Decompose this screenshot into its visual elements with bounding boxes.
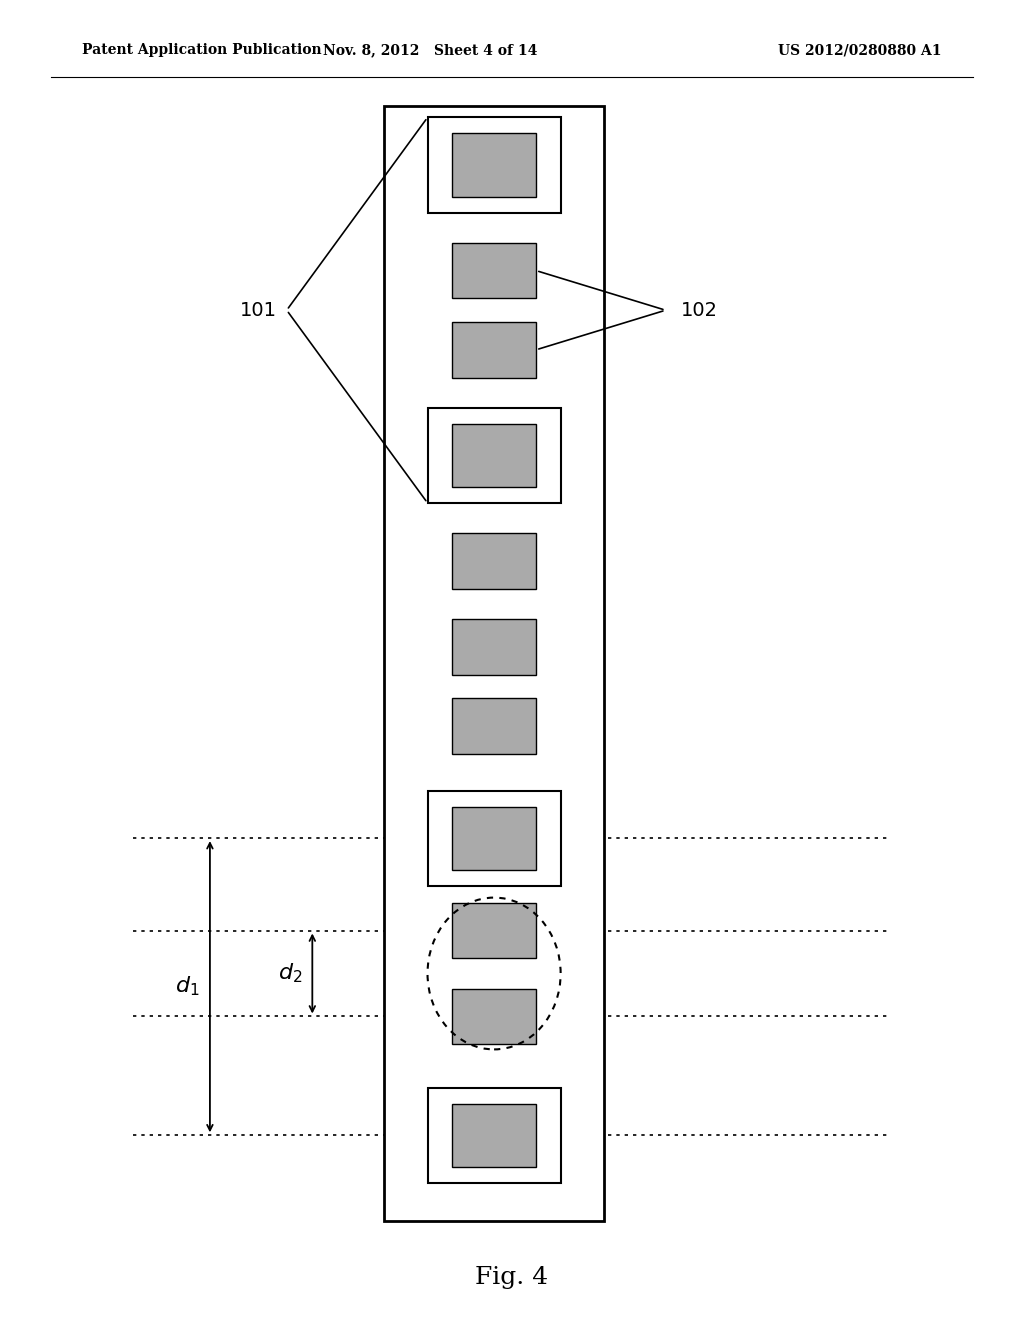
Bar [453,807,537,870]
Text: $d_1$: $d_1$ [175,975,200,998]
Bar [428,791,561,886]
Text: Fig. 4: Fig. 4 [475,1266,549,1290]
Bar [384,106,604,1221]
Text: $d_2$: $d_2$ [278,962,302,985]
Text: Patent Application Publication: Patent Application Publication [82,44,322,57]
Bar [453,322,537,378]
Bar [453,1104,537,1167]
Bar [453,533,537,589]
Bar [453,903,537,958]
Bar [453,424,537,487]
Text: Nov. 8, 2012   Sheet 4 of 14: Nov. 8, 2012 Sheet 4 of 14 [323,44,538,57]
Text: US 2012/0280880 A1: US 2012/0280880 A1 [778,44,942,57]
Text: 102: 102 [681,301,718,319]
Bar [428,1088,561,1183]
Bar [453,133,537,197]
Bar [453,619,537,675]
Text: 101: 101 [240,301,276,319]
Bar [453,698,537,754]
Bar [428,408,561,503]
Bar [428,117,561,213]
Bar [453,989,537,1044]
Bar [453,243,537,298]
